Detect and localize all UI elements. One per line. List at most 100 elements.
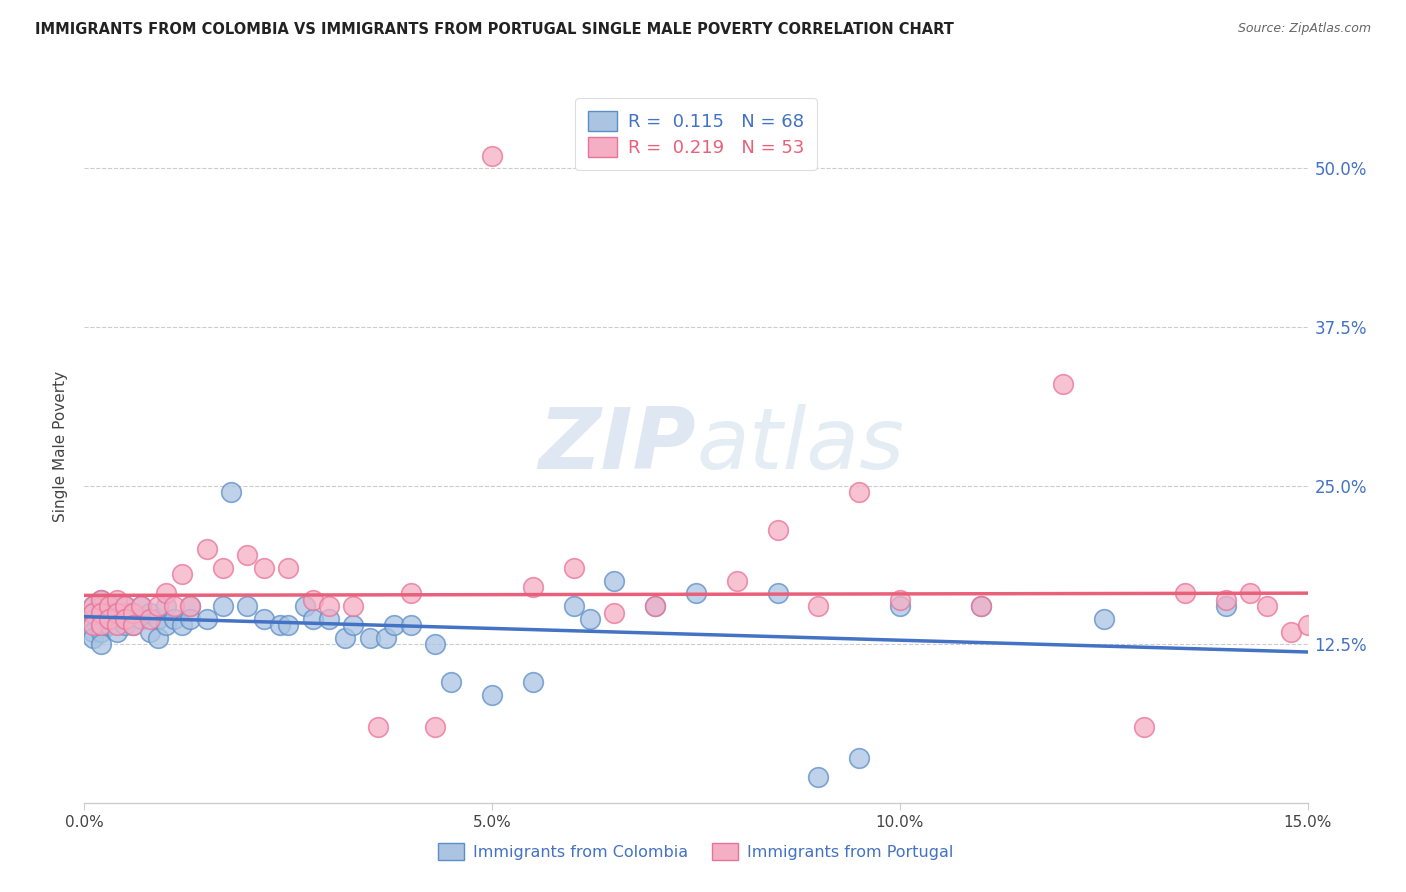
- Point: [236, 549, 259, 563]
- Point: [90, 606, 112, 620]
- Point: [146, 612, 169, 626]
- Point: [179, 612, 201, 626]
- Point: [1239, 586, 1261, 600]
- Point: [603, 574, 626, 588]
- Point: [212, 599, 235, 614]
- Point: [97, 606, 120, 620]
- Point: [155, 586, 177, 600]
- Point: [97, 599, 120, 614]
- Point: [766, 523, 789, 537]
- Point: [122, 606, 145, 620]
- Point: [138, 612, 160, 626]
- Point: [1052, 377, 1074, 392]
- Point: [82, 618, 104, 632]
- Point: [1279, 624, 1302, 639]
- Point: [114, 612, 136, 626]
- Point: [90, 618, 112, 632]
- Point: [195, 612, 218, 626]
- Point: [318, 612, 340, 626]
- Point: [212, 561, 235, 575]
- Point: [342, 599, 364, 614]
- Point: [562, 561, 585, 575]
- Point: [146, 631, 169, 645]
- Point: [1256, 599, 1278, 614]
- Point: [97, 599, 120, 614]
- Point: [889, 599, 911, 614]
- Point: [114, 599, 136, 614]
- Point: [82, 606, 104, 620]
- Point: [97, 612, 120, 626]
- Point: [359, 631, 381, 645]
- Point: [122, 618, 145, 632]
- Point: [138, 624, 160, 639]
- Point: [481, 149, 503, 163]
- Point: [105, 599, 128, 614]
- Point: [522, 580, 544, 594]
- Point: [90, 592, 112, 607]
- Point: [685, 586, 707, 600]
- Point: [82, 631, 104, 645]
- Point: [375, 631, 398, 645]
- Point: [97, 618, 120, 632]
- Point: [236, 599, 259, 614]
- Point: [146, 599, 169, 614]
- Point: [138, 606, 160, 620]
- Point: [122, 618, 145, 632]
- Point: [399, 586, 422, 600]
- Point: [163, 612, 186, 626]
- Point: [970, 599, 993, 614]
- Point: [105, 618, 128, 632]
- Point: [1133, 720, 1156, 734]
- Point: [318, 599, 340, 614]
- Point: [644, 599, 666, 614]
- Point: [603, 606, 626, 620]
- Point: [105, 612, 128, 626]
- Point: [440, 675, 463, 690]
- Point: [522, 675, 544, 690]
- Point: [294, 599, 316, 614]
- Point: [848, 751, 870, 765]
- Point: [807, 771, 830, 785]
- Point: [131, 599, 153, 614]
- Point: [195, 542, 218, 557]
- Point: [90, 618, 112, 632]
- Text: ZIP: ZIP: [538, 404, 696, 488]
- Point: [90, 624, 112, 639]
- Point: [114, 606, 136, 620]
- Point: [277, 618, 299, 632]
- Point: [848, 485, 870, 500]
- Point: [105, 606, 128, 620]
- Point: [725, 574, 748, 588]
- Point: [105, 592, 128, 607]
- Point: [253, 612, 276, 626]
- Point: [90, 637, 112, 651]
- Point: [335, 631, 357, 645]
- Point: [367, 720, 389, 734]
- Y-axis label: Single Male Poverty: Single Male Poverty: [53, 370, 69, 522]
- Point: [114, 618, 136, 632]
- Point: [105, 624, 128, 639]
- Point: [253, 561, 276, 575]
- Text: IMMIGRANTS FROM COLOMBIA VS IMMIGRANTS FROM PORTUGAL SINGLE MALE POVERTY CORRELA: IMMIGRANTS FROM COLOMBIA VS IMMIGRANTS F…: [35, 22, 955, 37]
- Point: [179, 599, 201, 614]
- Point: [1174, 586, 1197, 600]
- Point: [219, 485, 242, 500]
- Text: atlas: atlas: [696, 404, 904, 488]
- Point: [301, 612, 323, 626]
- Point: [114, 599, 136, 614]
- Point: [155, 599, 177, 614]
- Point: [97, 612, 120, 626]
- Point: [423, 637, 446, 651]
- Point: [82, 599, 104, 614]
- Point: [172, 567, 194, 582]
- Point: [301, 592, 323, 607]
- Point: [1215, 592, 1237, 607]
- Point: [269, 618, 291, 632]
- Point: [644, 599, 666, 614]
- Point: [382, 618, 405, 632]
- Point: [889, 592, 911, 607]
- Point: [807, 599, 830, 614]
- Point: [579, 612, 602, 626]
- Point: [82, 599, 104, 614]
- Point: [122, 606, 145, 620]
